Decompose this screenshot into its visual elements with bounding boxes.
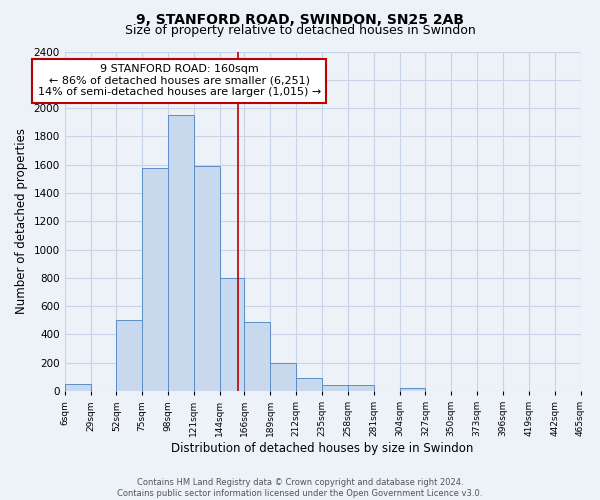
Bar xyxy=(194,166,220,391)
Bar xyxy=(322,386,348,391)
Bar xyxy=(244,322,271,391)
X-axis label: Distribution of detached houses by size in Swindon: Distribution of detached houses by size … xyxy=(172,442,474,455)
Text: 9, STANFORD ROAD, SWINDON, SN25 2AB: 9, STANFORD ROAD, SWINDON, SN25 2AB xyxy=(136,12,464,26)
Bar xyxy=(220,278,244,391)
Bar xyxy=(296,378,322,391)
Bar xyxy=(348,386,374,391)
Bar xyxy=(142,168,168,391)
Text: Size of property relative to detached houses in Swindon: Size of property relative to detached ho… xyxy=(125,24,475,37)
Bar xyxy=(168,115,194,391)
Text: 9 STANFORD ROAD: 160sqm
← 86% of detached houses are smaller (6,251)
14% of semi: 9 STANFORD ROAD: 160sqm ← 86% of detache… xyxy=(38,64,321,98)
Text: Contains HM Land Registry data © Crown copyright and database right 2024.
Contai: Contains HM Land Registry data © Crown c… xyxy=(118,478,482,498)
Bar xyxy=(400,388,425,391)
Y-axis label: Number of detached properties: Number of detached properties xyxy=(15,128,28,314)
Bar xyxy=(65,384,91,391)
Bar xyxy=(271,362,296,391)
Bar xyxy=(116,320,142,391)
